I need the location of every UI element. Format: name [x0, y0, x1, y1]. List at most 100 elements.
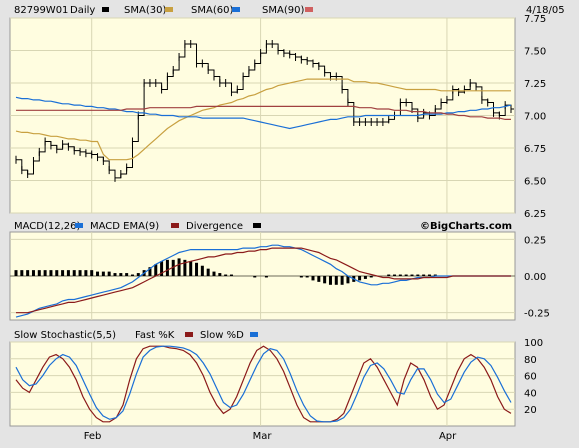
divergence-bar — [55, 270, 59, 276]
y-tick-label: 7.25 — [524, 79, 546, 90]
divergence-bar — [393, 274, 397, 276]
y-tick-label: 20 — [524, 405, 537, 416]
legend-sma60-label: SMA(60) — [191, 5, 233, 16]
divergence-bar — [171, 259, 175, 276]
divergence-bar — [49, 270, 53, 276]
divergence-bar — [26, 270, 30, 276]
interval-label: Daily — [70, 5, 95, 16]
divergence-bar — [119, 273, 123, 276]
y-tick-label: 80 — [524, 355, 537, 366]
divergence-bar — [113, 273, 117, 276]
legend-fastk-label: Fast %K — [135, 330, 175, 341]
legend-macd-ema-label: MACD EMA(9) — [90, 221, 159, 232]
series-line-2 — [16, 105, 511, 121]
legend-swatch-slowd — [250, 332, 258, 337]
divergence-bar — [154, 264, 158, 276]
divergence-bar — [165, 259, 169, 276]
divergence-bar — [404, 274, 408, 276]
y-tick-label: 0.00 — [524, 272, 546, 283]
divergence-bar — [229, 274, 233, 276]
legend-swatch-macd-ema — [171, 223, 179, 228]
divergence-bar — [136, 273, 140, 276]
y-tick-label: 6.25 — [524, 209, 546, 220]
divergence-bar — [148, 267, 152, 276]
y-tick-label: -0.25 — [524, 309, 550, 320]
legend-swatch-sma30 — [165, 7, 173, 12]
divergence-bar — [78, 270, 82, 276]
axis-ticks: 6.25 6.50 6.75 7.00 7.25 7.50 7.75 -0.25 0.00 0.2… — [524, 14, 550, 416]
divergence-bar — [340, 276, 344, 285]
divergence-bar — [101, 271, 105, 276]
divergence-bar — [305, 276, 309, 278]
divergence-bar — [410, 274, 414, 276]
series-line-1 — [15, 96, 512, 130]
symbol-label: 82799W01 — [14, 5, 68, 16]
price-legend: 82799W01 Daily SMA(30) SMA(60) SMA(90) 4… — [14, 5, 565, 16]
legend-divergence-label: Divergence — [186, 221, 243, 232]
divergence-bar — [177, 258, 181, 276]
x-tick-label: Mar — [253, 431, 273, 442]
y-tick-label: 6.50 — [524, 177, 546, 188]
divergence-bar — [224, 274, 228, 276]
divergence-bar — [363, 276, 367, 279]
divergence-bar — [90, 270, 94, 276]
divergence-bar — [369, 276, 373, 278]
divergence-bar — [66, 270, 70, 276]
divergence-bar — [323, 276, 327, 284]
y-tick-label: 6.75 — [524, 144, 546, 155]
macd-title: MACD(12,26) — [14, 221, 81, 232]
stoch-legend: Slow Stochastic(5,5) Fast %K Slow %D — [14, 330, 258, 341]
legend-swatch-interval — [102, 7, 109, 12]
legend-swatch-sma90 — [305, 7, 313, 12]
divergence-bar — [218, 273, 222, 276]
legend-swatch-macd — [75, 223, 83, 228]
divergence-bar — [183, 259, 187, 276]
divergence-bar — [299, 276, 303, 278]
divergence-bar — [358, 276, 362, 281]
divergence-bar — [37, 270, 41, 276]
y-tick-label: 40 — [524, 388, 537, 399]
divergence-bar — [130, 274, 134, 276]
divergence-bar — [328, 276, 332, 285]
divergence-bar — [206, 268, 210, 276]
y-tick-label: 7.50 — [524, 47, 546, 58]
divergence-bar — [253, 276, 257, 278]
x-axis-labels: Feb Mar Apr — [84, 431, 457, 442]
divergence-bar — [107, 271, 111, 276]
divergence-bar — [14, 270, 18, 276]
divergence-bar — [61, 270, 65, 276]
y-tick-label: 0.25 — [524, 235, 546, 246]
divergence-bar — [398, 274, 402, 276]
divergence-bar — [195, 262, 199, 276]
divergence-bar — [427, 274, 431, 276]
divergence-bar — [416, 274, 420, 276]
y-tick-label: 60 — [524, 372, 537, 383]
divergence-bar — [84, 270, 88, 276]
divergence-bar — [43, 270, 47, 276]
divergence-bar — [212, 271, 216, 276]
divergence-bar — [160, 261, 164, 276]
legend-sma90-label: SMA(90) — [262, 5, 304, 16]
y-tick-label: 100 — [524, 338, 543, 349]
legend-swatch-divergence — [253, 223, 261, 228]
stoch-title: Slow Stochastic(5,5) — [14, 330, 116, 341]
divergence-bar — [264, 276, 268, 278]
divergence-bar — [346, 276, 350, 284]
x-tick-label: Feb — [84, 431, 102, 442]
series-line-0 — [15, 78, 511, 161]
divergence-bar — [334, 276, 338, 285]
divergence-bar — [189, 261, 193, 276]
divergence-bar — [317, 276, 321, 282]
divergence-bar — [72, 270, 76, 276]
legend-sma30-label: SMA(30) — [124, 5, 166, 16]
stoch-line-0 — [15, 345, 512, 423]
y-tick-label: 7.00 — [524, 112, 546, 123]
stoch-line-1 — [15, 345, 512, 423]
divergence-bar — [387, 274, 391, 276]
legend-swatch-sma60 — [232, 7, 240, 12]
chart-marks — [10, 40, 515, 423]
divergence-bar — [311, 276, 315, 281]
divergence-bar — [125, 273, 129, 276]
